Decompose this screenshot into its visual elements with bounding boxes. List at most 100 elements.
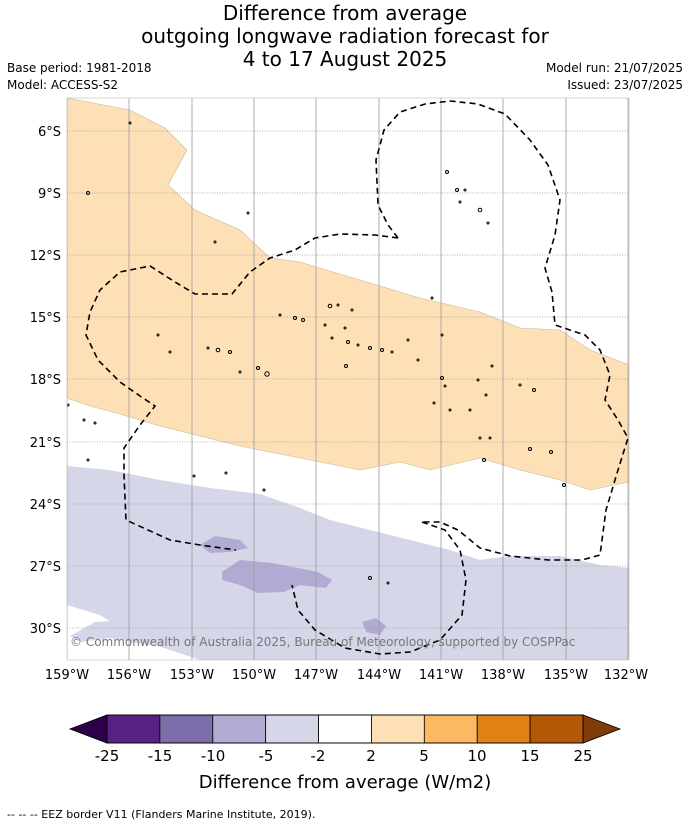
map-area: © Commonwealth of Australia 2025, Bureau… — [67, 98, 629, 660]
island-marker — [488, 436, 492, 440]
island-marker — [224, 471, 228, 475]
island-marker — [264, 371, 270, 377]
island-marker — [206, 346, 210, 350]
negative-anomaly-region — [67, 466, 629, 660]
island-marker — [350, 308, 354, 312]
chart-title: Difference from average outgoing longwav… — [0, 2, 690, 71]
lat-label: 12°S — [30, 249, 61, 264]
colorbar-tick: -2 — [311, 747, 326, 765]
island-marker — [549, 450, 553, 454]
meta-right: Model run: 21/07/2025 Issued: 23/07/2025 — [546, 60, 683, 94]
strong-negative-patch-3 — [362, 618, 386, 635]
island-marker — [468, 408, 472, 412]
colorbar-low-extend — [68, 714, 108, 744]
longitude-labels: 159°W 156°W 153°W 150°W 147°W 144°W 141°… — [45, 668, 648, 683]
colorbar-segment — [265, 714, 319, 744]
colorbar-segment — [106, 714, 161, 744]
eez-legend-footer: -- -- -- EEZ border V11 (Flanders Marine… — [7, 808, 316, 821]
colorbar-segment — [159, 714, 214, 744]
lon-label: 141°W — [419, 668, 463, 683]
colorbar-tick: 5 — [419, 747, 429, 765]
island-marker — [86, 191, 90, 195]
island-marker — [463, 188, 467, 192]
island-marker — [368, 576, 372, 580]
colorbar-tick: 10 — [467, 747, 486, 765]
latitude-labels: 6°S 9°S 12°S 15°S 18°S 21°S 24°S 27°S 30… — [30, 125, 61, 637]
island-marker — [256, 366, 260, 370]
strong-negative-patch-1 — [200, 536, 248, 553]
eez-borders — [85, 100, 629, 655]
map-frame — [66, 97, 630, 661]
island-marker — [262, 488, 266, 492]
lat-label: 15°S — [30, 311, 61, 326]
island-marker — [293, 316, 297, 320]
lat-label: 21°S — [30, 436, 61, 451]
eez-border-french-polynesia — [85, 233, 399, 551]
title-line-1: Difference from average — [222, 1, 468, 25]
island-marker — [448, 408, 452, 412]
island-marker — [327, 303, 333, 309]
island-marker — [323, 323, 327, 327]
colorbar-label: Difference from average (W/m2) — [199, 772, 491, 793]
colorbar-segment — [476, 714, 531, 744]
colorbar-tick: 15 — [520, 747, 539, 765]
island-marker — [336, 303, 340, 307]
positive-anomaly-region — [67, 98, 629, 491]
island-marker — [86, 458, 90, 462]
island-marker — [528, 447, 532, 451]
island-marker — [168, 350, 172, 354]
island-marker — [478, 436, 482, 440]
island-marker — [246, 211, 250, 215]
island-marker — [380, 348, 384, 352]
title-line-3: 4 to 17 August 2025 — [242, 47, 448, 71]
island-marker — [482, 458, 486, 462]
lon-label: 147°W — [294, 668, 338, 683]
island-marker — [490, 364, 494, 368]
colorbar-tick: -15 — [148, 747, 173, 765]
colorbar-tick: -10 — [201, 747, 226, 765]
lon-label: 135°W — [544, 668, 588, 683]
island-marker — [440, 333, 444, 337]
lat-label: 9°S — [38, 187, 61, 202]
island-marker — [455, 188, 459, 192]
colorbar-segments — [106, 714, 584, 744]
lon-label: 144°W — [357, 668, 401, 683]
islands — [67, 121, 566, 585]
island-marker — [458, 200, 462, 204]
colorbar-tick: 25 — [573, 747, 592, 765]
colorbar-segment — [529, 714, 584, 744]
title-line-2: outgoing longwave radiation forecast for — [141, 24, 549, 48]
island-marker — [430, 296, 434, 300]
island-marker — [518, 383, 522, 387]
colorbar-segment — [212, 714, 267, 744]
island-marker — [443, 384, 447, 388]
colorbar-ticks: -25 -15 -10 -5 -2 2 5 10 15 25 — [95, 747, 593, 765]
island-marker — [93, 421, 97, 425]
island-marker — [532, 388, 536, 392]
issued-date: Issued: 23/07/2025 — [567, 78, 683, 92]
island-marker — [82, 418, 86, 422]
island-marker — [476, 378, 480, 382]
island-marker — [192, 474, 196, 478]
colorbar-segment — [371, 714, 425, 744]
model-run: Model run: 21/07/2025 — [545, 61, 683, 75]
copyright-notice: © Commonwealth of Australia 2025, Bureau… — [70, 635, 575, 649]
island-marker — [330, 336, 334, 340]
island-marker — [562, 483, 566, 487]
lat-label: 30°S — [30, 622, 61, 637]
colorbar-segment — [423, 714, 478, 744]
island-marker — [156, 333, 160, 337]
island-marker — [344, 364, 348, 368]
colorbar: -25 -15 -10 -5 -2 2 5 10 15 25 Differenc… — [68, 714, 622, 793]
colorbar-frame — [106, 714, 584, 744]
island-marker — [477, 207, 483, 213]
island-marker — [301, 318, 305, 322]
colorbar-tick: -5 — [259, 747, 274, 765]
island-marker — [343, 326, 347, 330]
island-marker — [238, 370, 242, 374]
strong-negative-patch-2 — [222, 560, 332, 593]
colorbar-tick: 2 — [366, 747, 376, 765]
meta-left: Base period: 1981-2018 Model: ACCESS-S2 — [7, 60, 152, 94]
lat-label: 6°S — [38, 125, 61, 140]
island-marker — [486, 221, 490, 225]
